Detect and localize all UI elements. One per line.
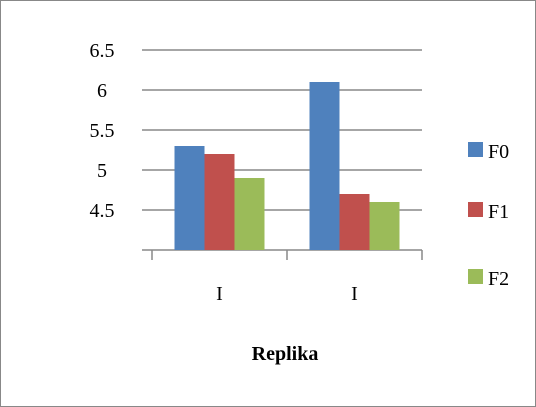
x-axis [151, 250, 423, 260]
y-tick-label: 4.5 [90, 200, 115, 222]
y-tick-label: 5.5 [90, 120, 115, 142]
x-category-label: I [216, 283, 223, 305]
bars [174, 82, 400, 250]
bar-f0-1 [174, 146, 205, 250]
y-tick-label: 6.5 [90, 40, 115, 62]
legend: F0 F1 F2 [468, 141, 509, 290]
legend-swatch-f2 [468, 269, 483, 284]
y-tick-label: 6 [97, 80, 107, 102]
x-category-label: I [351, 283, 358, 305]
legend-swatch-f0 [468, 142, 483, 157]
bar-f1-2 [339, 194, 370, 250]
legend-label-f1: F1 [488, 201, 509, 223]
bar-f1-1 [204, 154, 235, 250]
bar-f0-2 [309, 82, 340, 250]
legend-swatch-f1 [468, 202, 483, 217]
x-axis-title: Replika [252, 343, 319, 365]
y-tick-label: 5 [97, 160, 107, 182]
legend-label-f0: F0 [488, 141, 509, 163]
bar-f2-2 [369, 202, 400, 250]
legend-label-f2: F2 [488, 268, 509, 290]
y-axis-tick-labels: 6.5 6 5.5 5 4.5 [90, 40, 115, 222]
bar-f2-1 [234, 178, 265, 250]
